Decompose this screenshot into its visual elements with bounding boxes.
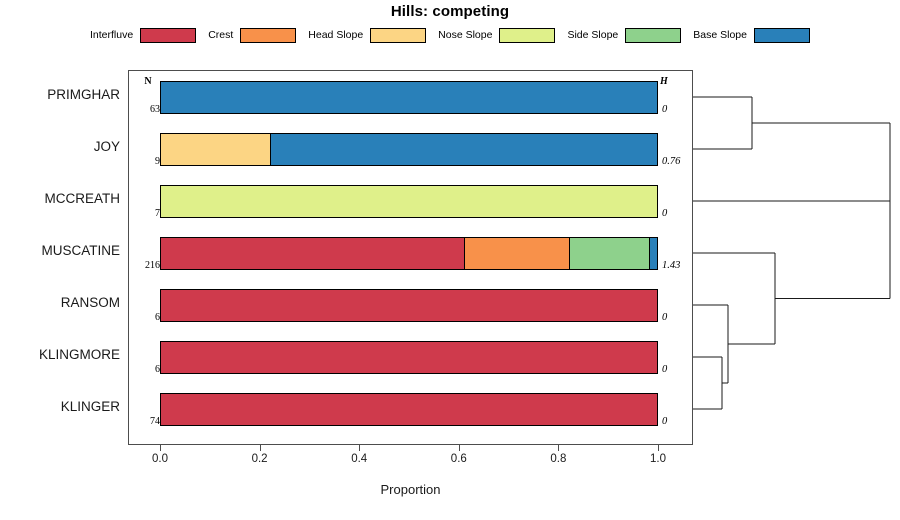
x-axis-tick	[558, 445, 560, 451]
stacked-bar[interactable]	[160, 393, 658, 426]
bar-segment[interactable]	[161, 82, 657, 113]
bar-segment[interactable]	[464, 238, 569, 269]
legend-item-label: Side Slope	[567, 29, 619, 41]
row-label: KLINGER	[60, 399, 120, 414]
legend-item[interactable]: Head Slope	[308, 27, 427, 43]
x-axis-tick-label: 0.8	[550, 453, 567, 465]
stacked-bar[interactable]	[160, 289, 658, 322]
legend-item[interactable]: Crest	[208, 27, 297, 43]
row-h-value: 0.76	[662, 156, 681, 167]
row-h-value: 0	[662, 312, 668, 323]
legend-item[interactable]: Side Slope	[567, 27, 682, 43]
x-axis-label: Proportion	[380, 482, 441, 497]
row-n-value: 63	[150, 104, 160, 115]
bar-segment[interactable]	[161, 134, 270, 165]
bar-row: JOY 9 0.76	[0, 130, 900, 182]
x-axis-tick	[359, 445, 361, 451]
row-h-value: 0	[662, 364, 668, 375]
legend-item-label: Base Slope	[693, 29, 747, 41]
row-label: PRIMGHAR	[47, 87, 120, 102]
dendrogram-svg	[693, 96, 891, 410]
x-axis-tick	[160, 445, 161, 451]
bar-segment[interactable]	[161, 342, 657, 373]
bar-segment[interactable]	[161, 238, 465, 269]
bar-row: MUSCATINE 216 1.43	[0, 234, 900, 286]
row-label: KLINGMORE	[38, 347, 120, 362]
row-h-value: 0	[662, 208, 668, 219]
x-axis-tick-label: 1.0	[650, 453, 666, 465]
legend-item[interactable]: Nose Slope	[438, 27, 556, 43]
stacked-bar[interactable]	[160, 133, 658, 166]
bar-segment[interactable]	[161, 290, 657, 321]
row-n-value: 6	[155, 312, 160, 323]
bar-row: PRIMGHAR 63 0	[0, 78, 900, 130]
stacked-bar[interactable]	[160, 341, 658, 374]
legend-item[interactable]: Interfluve	[90, 27, 197, 43]
row-h-value: 0	[662, 104, 668, 115]
legend-item-label: Head Slope	[308, 29, 364, 41]
row-n-value: 6	[155, 364, 160, 375]
legend-swatch	[499, 27, 556, 43]
bar-row: RANSOM 6 0	[0, 286, 900, 338]
dendrogram	[693, 60, 900, 460]
chart-title: Hills: competing	[390, 3, 510, 20]
bar-row: KLINGMORE 6 0	[0, 338, 900, 390]
column-header-n: N	[144, 76, 152, 87]
x-axis-tick-label: 0.4	[351, 453, 368, 465]
bar-segment[interactable]	[161, 186, 657, 217]
row-n-value: 74	[150, 416, 160, 427]
x-axis-tick	[259, 445, 261, 451]
row-label: RANSOM	[60, 295, 120, 310]
bar-row: KLINGER 74 0	[0, 390, 900, 442]
stacked-bar[interactable]	[160, 185, 658, 218]
legend-item-label: Nose Slope	[438, 29, 493, 41]
x-axis-tick	[458, 445, 460, 451]
legend-item-label: Interfluve	[90, 29, 134, 41]
legend: Interfluve Crest Head Slope Nose Slope Side …	[0, 25, 900, 45]
bar-segment[interactable]	[568, 238, 649, 269]
bar-segment[interactable]	[269, 134, 657, 165]
legend-item[interactable]: Base Slope	[693, 27, 810, 43]
bar-segment[interactable]	[648, 238, 657, 269]
stacked-bar[interactable]	[160, 237, 658, 270]
stacked-bar[interactable]	[160, 81, 658, 114]
legend-swatch	[625, 27, 682, 43]
x-axis-tick-label: 0.0	[152, 453, 168, 465]
x-axis-tick-label: 0.2	[251, 453, 268, 465]
legend-item-label: Crest	[208, 29, 234, 41]
row-label: MUSCATINE	[41, 243, 120, 258]
row-label: MCCREATH	[44, 191, 121, 206]
legend-swatch	[140, 27, 197, 43]
legend-swatch	[370, 27, 427, 43]
bar-segment[interactable]	[161, 394, 657, 425]
row-h-value: 1.43	[662, 260, 681, 271]
x-axis-tick-label: 0.6	[450, 453, 467, 465]
x-axis: 0.0 0.2 0.4 0.6 0.8 1.0	[128, 445, 693, 465]
bar-row: MCCREATH 7 0	[0, 182, 900, 234]
row-n-value: 9	[155, 156, 160, 167]
row-h-value: 0	[662, 416, 668, 427]
x-axis-tick	[658, 445, 659, 451]
legend-swatch	[240, 27, 297, 43]
column-header-h: H	[660, 76, 668, 87]
legend-swatch	[753, 27, 810, 43]
row-label: JOY	[93, 139, 120, 154]
row-n-value: 7	[155, 208, 160, 219]
row-n-value: 216	[145, 260, 160, 271]
